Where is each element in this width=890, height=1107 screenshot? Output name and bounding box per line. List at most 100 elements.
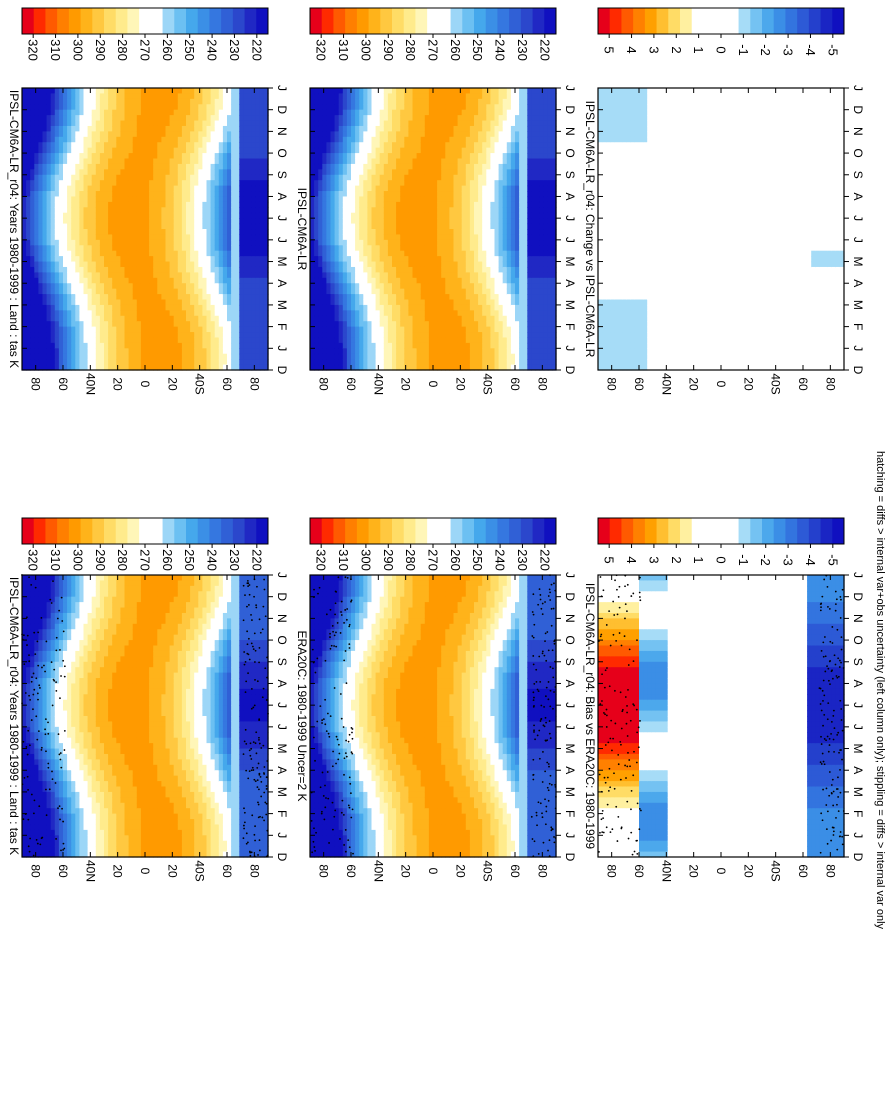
heat-cell xyxy=(108,808,113,814)
heat-cell xyxy=(161,591,166,597)
heat-cell xyxy=(211,580,216,586)
heat-cell xyxy=(55,678,60,684)
heat-cell xyxy=(408,841,413,847)
heat-cell xyxy=(388,651,393,657)
heat-cell xyxy=(26,624,31,630)
heat-cell xyxy=(67,846,72,852)
heat-cell xyxy=(112,787,117,793)
heat-cell xyxy=(256,591,261,597)
heat-cell xyxy=(84,841,89,847)
heat-cell xyxy=(239,694,244,700)
heat-cell xyxy=(256,651,261,657)
heat-cell xyxy=(34,613,39,619)
heat-cell xyxy=(194,803,199,809)
heat-cell xyxy=(157,824,162,830)
heat-cell xyxy=(359,651,364,657)
heat-cell xyxy=(207,667,212,673)
heat-cell xyxy=(186,667,191,673)
heat-cell xyxy=(133,656,138,662)
heat-cell xyxy=(133,705,138,711)
heat-cell xyxy=(367,635,372,641)
heat-cell xyxy=(186,608,191,614)
heat-cell xyxy=(404,765,409,771)
heat-cell xyxy=(186,749,191,755)
stipple-dot xyxy=(264,766,266,768)
heat-cell xyxy=(59,700,64,706)
heat-cell xyxy=(120,792,125,798)
heat-cell xyxy=(413,846,418,852)
stipple-dot xyxy=(63,843,65,845)
heat-cell xyxy=(51,830,56,836)
heat-cell xyxy=(161,721,166,727)
heat-cell xyxy=(120,721,125,727)
heat-cell xyxy=(318,759,323,765)
colorbar-tick-label: 280 xyxy=(115,549,130,571)
heat-cell xyxy=(392,824,397,830)
heat-cell xyxy=(186,738,191,744)
heat-cell xyxy=(372,694,377,700)
heat-cell xyxy=(170,841,175,847)
heat-cell xyxy=(100,586,105,592)
heat-cell xyxy=(235,743,240,749)
heat-cell xyxy=(125,814,130,820)
heat-cell xyxy=(125,797,130,803)
heat-cell xyxy=(207,749,212,755)
heat-cell xyxy=(55,575,60,581)
heat-cell xyxy=(51,754,56,760)
heat-cell xyxy=(223,580,228,586)
heat-cell xyxy=(116,808,121,814)
heat-cell xyxy=(88,618,93,624)
heat-cell xyxy=(235,662,240,668)
heat-cell xyxy=(137,602,142,608)
heat-cell xyxy=(223,824,228,830)
heat-cell xyxy=(219,673,224,679)
heat-cell xyxy=(194,711,199,717)
heat-cell xyxy=(67,678,72,684)
heat-cell xyxy=(51,651,56,657)
heat-cell xyxy=(116,586,121,592)
heat-cell xyxy=(104,683,109,689)
heat-cell xyxy=(30,635,35,641)
heat-cell xyxy=(145,613,150,619)
heat-cell xyxy=(178,819,183,825)
heat-cell xyxy=(367,689,372,695)
heat-cell xyxy=(231,629,236,635)
heat-cell xyxy=(359,738,364,744)
heat-cell xyxy=(318,743,323,749)
heat-cell xyxy=(260,808,265,814)
heat-cell xyxy=(388,608,393,614)
heat-cell xyxy=(223,618,228,624)
heat-cell xyxy=(322,759,327,765)
heat-cell xyxy=(198,797,203,803)
heat-cell xyxy=(116,797,121,803)
heat-cell xyxy=(351,830,356,836)
heat-cell xyxy=(174,586,179,592)
heat-cell xyxy=(43,721,48,727)
heat-cell xyxy=(376,765,381,771)
heat-cell xyxy=(404,656,409,662)
heat-cell xyxy=(202,624,207,630)
heat-cell xyxy=(331,803,336,809)
heat-cell xyxy=(34,597,39,603)
stipple-dot xyxy=(46,814,48,816)
heat-cell xyxy=(380,743,385,749)
heat-cell xyxy=(392,754,397,760)
heat-cell xyxy=(129,749,134,755)
heat-cell xyxy=(178,841,183,847)
heat-cell xyxy=(347,586,352,592)
heat-cell xyxy=(55,721,60,727)
heat-cell xyxy=(51,640,56,646)
heat-cell xyxy=(223,591,228,597)
heat-cell xyxy=(322,602,327,608)
heat-cell xyxy=(417,591,422,597)
heat-cell xyxy=(67,689,72,695)
heat-cell xyxy=(425,716,430,722)
heat-cell xyxy=(182,781,187,787)
heat-cell xyxy=(413,738,418,744)
heat-cell xyxy=(116,732,121,738)
heat-cell xyxy=(219,770,224,776)
heat-cell xyxy=(71,575,76,581)
heat-cell xyxy=(331,841,336,847)
heat-cell xyxy=(408,575,413,581)
heat-cell xyxy=(67,770,72,776)
